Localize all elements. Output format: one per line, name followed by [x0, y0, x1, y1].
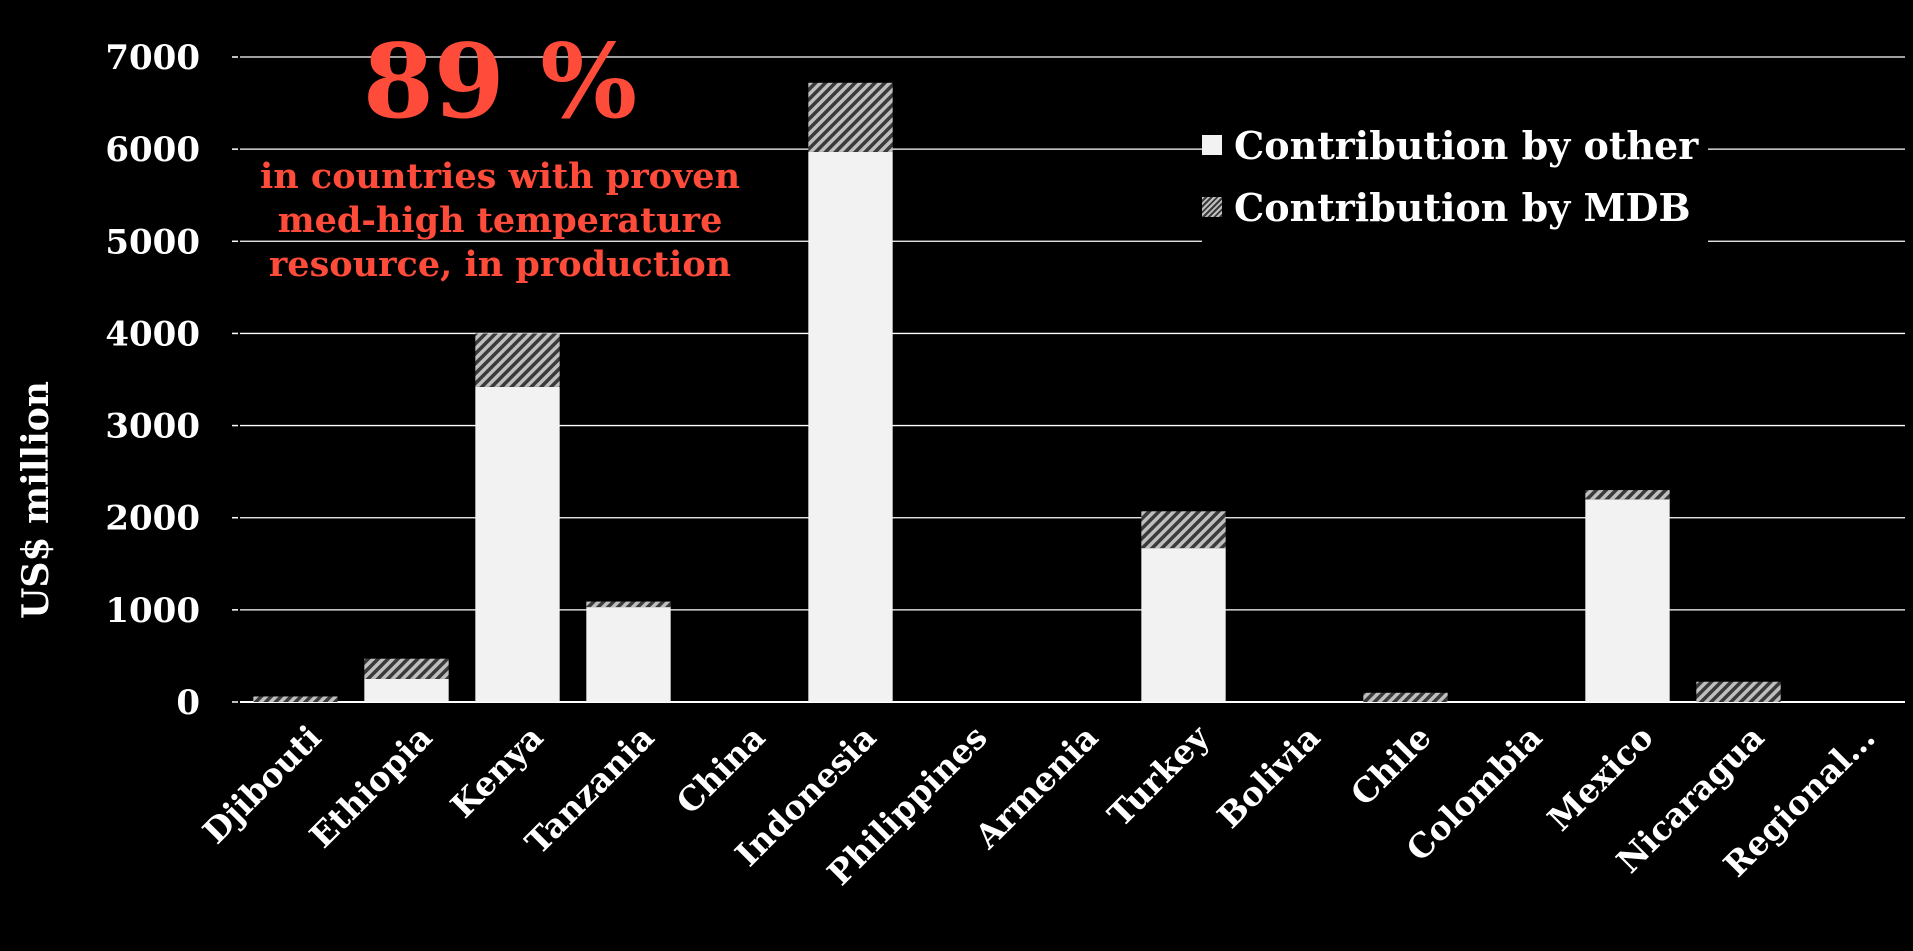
- callout-line-2: med-high temperature: [277, 200, 723, 241]
- x-tick-label: Ethiopia: [302, 718, 440, 856]
- bar-other: [1141, 548, 1226, 702]
- x-tick-label: Chile: [1343, 718, 1439, 814]
- x-tick-label: Kenya: [443, 718, 551, 826]
- callout-line-1: in countries with proven: [259, 156, 741, 197]
- bars: [253, 82, 1781, 702]
- x-tick-label: Bolivia: [1210, 718, 1328, 836]
- legend-swatch-other: [1202, 135, 1222, 155]
- legend-item-mdb: Contribution by MDB: [1202, 176, 1698, 238]
- bar-other: [364, 678, 449, 702]
- y-tick-label: 7000: [105, 38, 200, 78]
- y-tick-label: 5000: [105, 222, 200, 262]
- bar-mdb: [586, 601, 671, 608]
- bar-mdb: [364, 658, 449, 679]
- bar-other: [586, 607, 671, 702]
- y-tick-label: 1000: [105, 591, 200, 631]
- y-tick-label: 0: [176, 683, 200, 723]
- bar-other: [1585, 499, 1670, 702]
- y-axis-label: US$ million: [15, 381, 57, 619]
- legend-label-other: Contribution by other: [1234, 122, 1699, 168]
- callout-percentage: 89 %: [362, 22, 638, 142]
- legend: Contribution by other Contribution by MD…: [1202, 110, 1709, 244]
- callout-description: in countries with proven med-high temper…: [240, 155, 760, 287]
- bar-mdb: [475, 333, 560, 387]
- bar-mdb: [1585, 490, 1670, 500]
- callout-box: 89 % in countries with proven med-high t…: [240, 20, 760, 287]
- y-tick-label: 2000: [105, 499, 200, 539]
- bar-other: [475, 386, 560, 702]
- x-tick-label: Turkey: [1100, 717, 1217, 834]
- bar-mdb: [808, 82, 893, 152]
- bar-mdb: [1696, 681, 1781, 702]
- callout-line-3: resource, in production: [268, 244, 732, 285]
- legend-label-mdb: Contribution by MDB: [1234, 184, 1691, 230]
- y-tick-label: 6000: [105, 130, 200, 170]
- bar-mdb: [1363, 692, 1448, 702]
- x-tick-label: China: [669, 718, 773, 822]
- legend-swatch-mdb: [1202, 197, 1222, 217]
- y-tick-label: 3000: [105, 407, 200, 447]
- legend-item-other: Contribution by other: [1202, 114, 1698, 176]
- y-axis-ticks: 0 1000 2000 3000 4000 5000 6000 7000: [105, 38, 238, 723]
- bar-mdb: [1141, 511, 1226, 549]
- bar-mdb: [253, 696, 338, 702]
- y-tick-label: 4000: [105, 314, 200, 354]
- bar-other: [808, 151, 893, 702]
